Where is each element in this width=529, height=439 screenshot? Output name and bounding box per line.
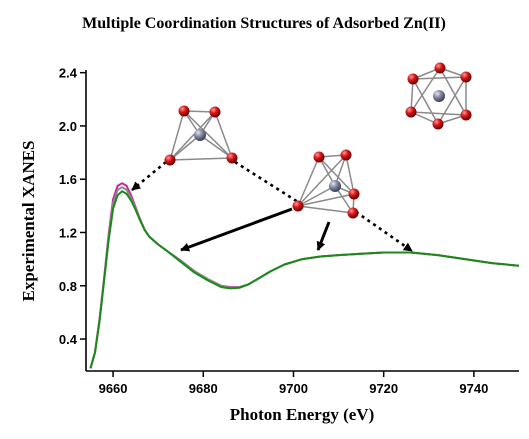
- x-tick-label: 9720: [369, 381, 398, 396]
- x-axis-label: Photon Energy (eV): [230, 405, 374, 424]
- octahedral-structure: [405, 62, 472, 130]
- x-tick-label: 9700: [279, 381, 308, 396]
- chart-title: Multiple Coordination Structures of Adso…: [82, 15, 446, 32]
- dotted-arrow-to-tail: [355, 210, 413, 253]
- y-tick-label: 0.8: [59, 279, 77, 294]
- y-tick-label: 1.6: [59, 172, 77, 187]
- y-tick-label: 2.4: [59, 66, 78, 81]
- x-tick-label: 9680: [189, 381, 218, 396]
- series-line-2: [89, 186, 520, 369]
- x-tick-label: 9660: [99, 381, 128, 396]
- x-tick-label: 9740: [459, 381, 488, 396]
- y-tick-label: 1.2: [59, 225, 77, 240]
- series-line-1: [89, 182, 520, 369]
- solid-arrow-to-shoulder: [180, 207, 293, 252]
- solid-arrow-to-plateau: [316, 221, 331, 251]
- trigonal-bipyramidal-structure: [292, 149, 360, 219]
- y-tick-label: 2.0: [59, 119, 77, 134]
- ticks-layer: 9660 9680 9700 9720 9740 0.4 0.8 1.2 1.6 2.0 2.4: [59, 66, 488, 396]
- y-tick-label: 0.4: [59, 332, 78, 347]
- y-axis-label: Experimental XANES: [19, 140, 38, 301]
- dotted-arrow-to-peak: [131, 160, 167, 192]
- series-layer: [89, 182, 520, 369]
- tetrahedral-structure: [164, 105, 238, 166]
- dotted-arrow-between-structures: [234, 160, 299, 204]
- series-line-3: [89, 190, 520, 369]
